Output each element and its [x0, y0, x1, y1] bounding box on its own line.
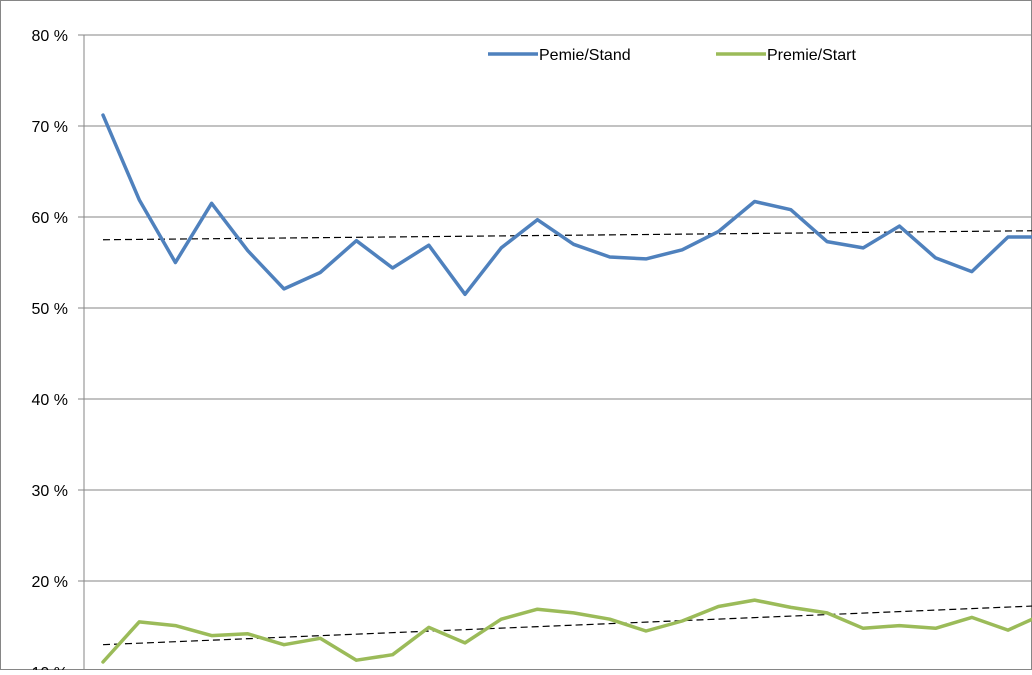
gridlines: [84, 34, 1032, 582]
y-tick-label: 60 %: [32, 210, 68, 227]
y-tick-label: 40 %: [32, 392, 68, 409]
legend-label: Pemie/Stand: [539, 47, 631, 64]
y-axis: 10 % 20 % 30 % 40 % 50 % 60 % 70 % 80 %: [32, 28, 85, 675]
series-line-1: [101, 113, 1032, 297]
y-tick-label: 80 %: [32, 28, 68, 45]
y-tick-label: 70 %: [32, 119, 68, 136]
series-line-2: [101, 598, 1032, 664]
series-lines: [101, 113, 1032, 664]
y-tick-label: 20 %: [32, 574, 68, 591]
y-tick-label: 30 %: [32, 483, 68, 500]
y-tick-label: 50 %: [32, 301, 68, 318]
legend-label: Premie/Start: [767, 47, 856, 64]
y-tick-label: 10 %: [32, 665, 68, 670]
legend: Pemie/Stand Premie/Start: [488, 47, 856, 64]
